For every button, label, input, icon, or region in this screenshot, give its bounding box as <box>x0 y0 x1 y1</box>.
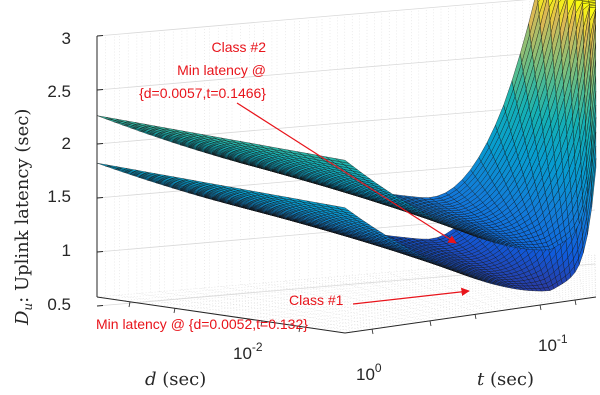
annotation-class-2: Class #2 Min latency @ {d=0.0057,t=0.146… <box>139 39 266 101</box>
grid-line <box>307 290 596 328</box>
axes-layer <box>96 35 597 335</box>
t-tick-label: 100 <box>356 361 382 384</box>
t-axis-line <box>344 296 597 334</box>
annotation-arrows <box>236 102 470 305</box>
grid-line <box>96 231 331 253</box>
grid-line <box>329 0 528 17</box>
t-tick <box>574 299 577 306</box>
annotation-text: Min latency @ {d=0.0052,t=0.132} <box>96 316 308 332</box>
grid-line <box>258 282 596 321</box>
grid-line <box>428 268 513 310</box>
grid-line <box>449 267 523 308</box>
z-tick-label: 1.5 <box>47 187 71 206</box>
annotation-text: Class #1 <box>289 292 344 308</box>
z-tick <box>96 197 104 199</box>
d-tick <box>298 326 301 333</box>
annotation-arrow <box>352 287 470 305</box>
annotation-arrow <box>236 102 457 244</box>
grid-line <box>158 265 596 307</box>
t-tick <box>371 328 374 335</box>
grid-line <box>96 15 331 37</box>
z-tick <box>96 251 104 253</box>
grid-line <box>179 289 387 328</box>
grid-line <box>134 261 596 303</box>
grid-line <box>200 288 398 326</box>
surface-patch <box>96 115 115 121</box>
d-tick <box>128 301 131 308</box>
d-axis-label: d (sec) <box>145 369 206 390</box>
t-tick-label: 10-1 <box>538 332 568 355</box>
z-tick <box>96 35 104 37</box>
z-tick-label: 0.5 <box>47 295 71 314</box>
annotation-class-1: Class #1 Min latency @ {d=0.0052,t=0.132… <box>96 292 344 332</box>
grid-line <box>366 274 482 314</box>
grid-line <box>304 279 450 319</box>
d-tick-label: 10-2 <box>233 340 263 363</box>
surface-class-2 <box>96 0 597 251</box>
grid-line <box>96 123 331 145</box>
t-tick <box>429 320 432 327</box>
grid-line <box>262 282 429 322</box>
grid-line <box>574 256 586 299</box>
t-axis-label: t (sec) <box>477 369 534 390</box>
d-axis-line <box>96 296 346 334</box>
grid-line <box>408 270 502 311</box>
d-tick <box>173 307 176 314</box>
grid-line <box>159 291 377 329</box>
t-tick <box>539 304 542 311</box>
grid-line <box>117 295 356 332</box>
surface-patch <box>591 158 597 208</box>
grid-line <box>121 258 596 301</box>
grid-line <box>345 275 471 316</box>
z-tick <box>96 305 104 307</box>
z-tick-label: 1 <box>62 241 71 260</box>
z-tick <box>96 143 104 145</box>
grid-line <box>387 272 492 313</box>
z-tick-label: 2.5 <box>47 82 71 101</box>
surface-patch <box>591 117 597 167</box>
z-tick-label: 3 <box>62 29 71 48</box>
t-tick <box>474 313 477 320</box>
annotation-text: Class #2 <box>212 39 267 55</box>
annotation-text: Min latency @ <box>177 62 266 78</box>
grid-line <box>96 69 331 91</box>
grid-line <box>208 273 596 314</box>
z-tick <box>96 89 104 91</box>
d-tick <box>260 320 263 327</box>
annotation-text: {d=0.0057,t=0.1466} <box>139 85 266 101</box>
z-axis-label: Du: Uplink latency (sec) <box>12 109 35 326</box>
z-tick-labels: 3 2.5 2 1.5 1 0.5 <box>47 29 71 314</box>
grid-line <box>594 254 597 298</box>
z-tick-label: 2 <box>62 134 71 153</box>
